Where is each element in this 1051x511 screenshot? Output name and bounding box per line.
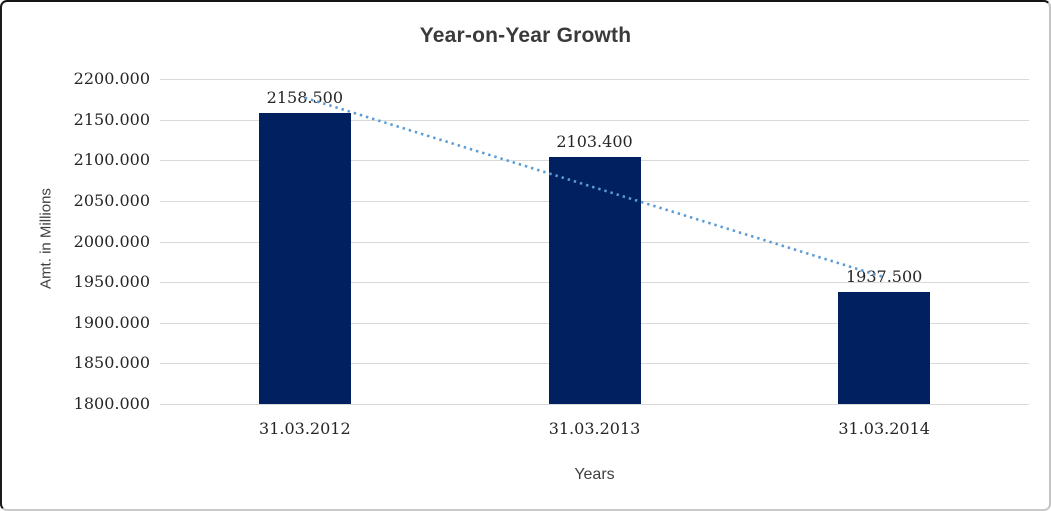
- gridline: [160, 79, 1029, 80]
- x-tick-label: 31.03.2014: [838, 419, 930, 438]
- gridline: [160, 404, 1029, 405]
- y-tick-label: 2200.000: [73, 69, 150, 88]
- y-tick-label: 1900.000: [73, 312, 150, 332]
- bar-31.03.2013: [548, 157, 641, 404]
- bar-value-label: 1937.500: [845, 267, 923, 287]
- x-tick-label: 31.03.2012: [259, 419, 351, 438]
- y-tick-label: 1850.000: [73, 353, 150, 373]
- chart-title: Year-on-Year Growth: [419, 24, 632, 47]
- y-tick-label: 2050.000: [73, 190, 150, 210]
- bar-value-label: 2103.400: [556, 132, 633, 152]
- x-tick-label: 31.03.2013: [548, 419, 641, 438]
- bar-31.03.2012: [258, 112, 351, 404]
- y-tick-label: 1950.000: [73, 272, 150, 292]
- y-tick-label: 2100.000: [73, 150, 150, 170]
- bar-31.03.2014: [838, 292, 931, 404]
- x-axis-title: Years: [574, 466, 615, 483]
- y-tick-label: 2000.000: [73, 231, 150, 251]
- y-tick-label: 1800.000: [73, 394, 150, 413]
- bar-value-label: 2158.500: [266, 87, 343, 107]
- y-tick-label: 2150.000: [73, 109, 150, 129]
- plot-area: 2158.500 2103.400 1937.500: [160, 79, 1029, 405]
